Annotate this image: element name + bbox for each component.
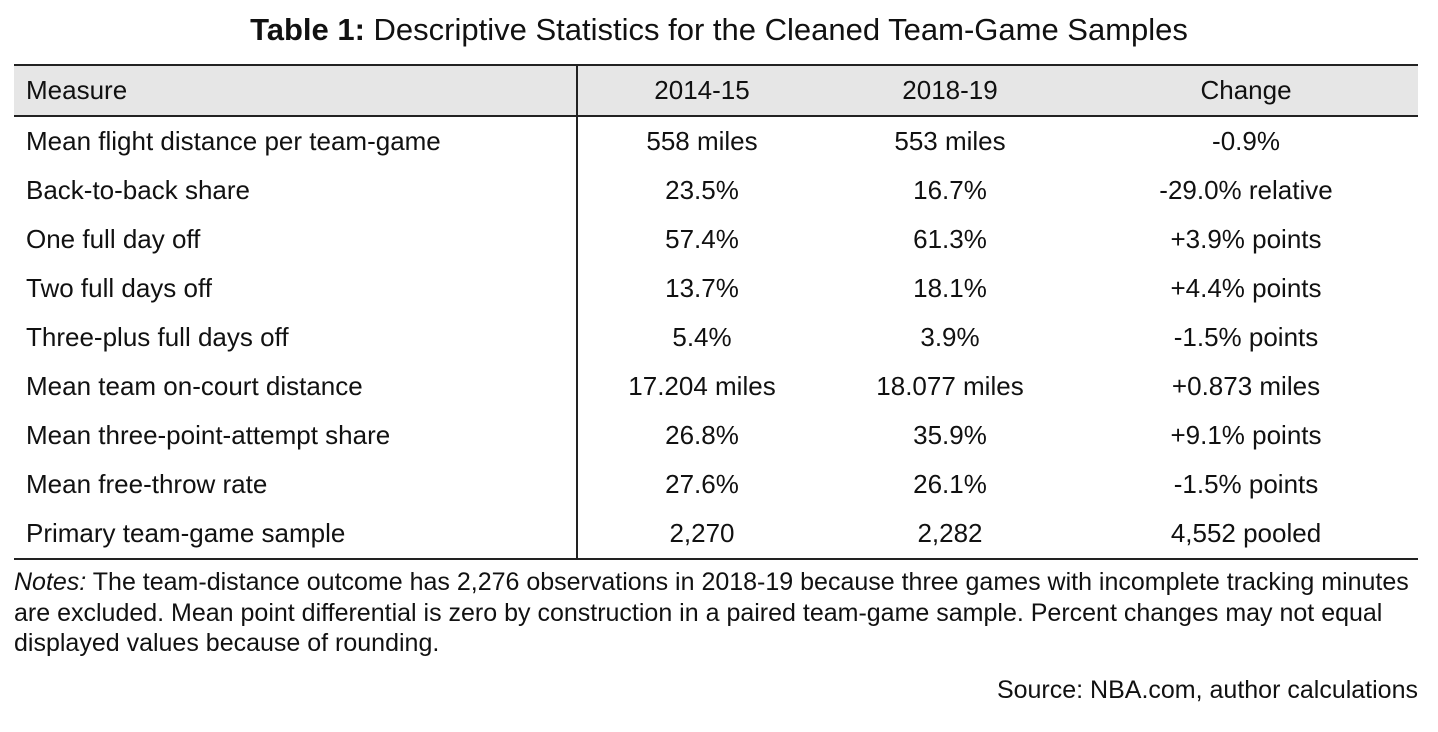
cell-2014-15: 5.4% bbox=[672, 322, 732, 352]
cell-change: +3.9% points bbox=[1170, 224, 1322, 254]
cell-change: -0.9% bbox=[1212, 126, 1280, 156]
table-title: Table 1: Descriptive Statistics for the … bbox=[0, 10, 1438, 50]
table-row: Two full days off 13.7% 18.1% +4.4% poin… bbox=[14, 264, 1418, 313]
cell-measure: One full day off bbox=[14, 215, 578, 264]
notes-label: Notes: bbox=[14, 568, 87, 596]
cell-2018-19: 35.9% bbox=[913, 420, 987, 450]
table-row: Primary team-game sample 2,270 2,282 4,5… bbox=[14, 509, 1418, 560]
table-row: Mean flight distance per team-game 558 m… bbox=[14, 116, 1418, 166]
table-row: Mean team on-court distance 17.204 miles… bbox=[14, 362, 1418, 411]
cell-change: -29.0% relative bbox=[1159, 175, 1333, 205]
table-row: One full day off 57.4% 61.3% +3.9% point… bbox=[14, 215, 1418, 264]
cell-2014-15: 2,270 bbox=[577, 509, 826, 560]
header-2014-15: 2014-15 bbox=[577, 64, 826, 117]
cell-measure: Back-to-back share bbox=[14, 166, 578, 215]
header-measure: Measure bbox=[14, 64, 578, 117]
cell-measure: Three-plus full days off bbox=[14, 313, 578, 362]
table-notes: Notes: The team-distance outcome has 2,2… bbox=[14, 567, 1418, 659]
cell-2018-19: 18.077 miles bbox=[876, 371, 1024, 401]
table-row: Mean three-point-attempt share 26.8% 35.… bbox=[14, 411, 1418, 460]
cell-change: +0.873 miles bbox=[1171, 371, 1321, 401]
cell-2018-19: 3.9% bbox=[920, 322, 980, 352]
cell-2014-15: 26.8% bbox=[665, 420, 739, 450]
cell-change: +9.1% points bbox=[1170, 420, 1322, 450]
table-row: Three-plus full days off 5.4% 3.9% -1.5%… bbox=[14, 313, 1418, 362]
cell-2018-19: 16.7% bbox=[913, 175, 987, 205]
cell-change: -1.5% points bbox=[1173, 322, 1319, 352]
cell-change: 4,552 pooled bbox=[1074, 509, 1418, 560]
cell-2018-19: 2,282 bbox=[826, 509, 1074, 560]
header-2018-19: 2018-19 bbox=[826, 64, 1074, 117]
cell-measure: Two full days off bbox=[14, 264, 578, 313]
cell-measure: Mean flight distance per team-game bbox=[14, 116, 578, 166]
table-title-text: Descriptive Statistics for the Cleaned T… bbox=[373, 12, 1188, 47]
cell-2018-19: 61.3% bbox=[913, 224, 987, 254]
notes-text: The team-distance outcome has 2,276 obse… bbox=[14, 568, 1409, 657]
cell-measure: Mean three-point-attempt share bbox=[14, 411, 578, 460]
cell-2014-15: 57.4% bbox=[665, 224, 739, 254]
source-line: Source: NBA.com, author calculations bbox=[996, 676, 1418, 704]
table-row: Back-to-back share 23.5% 16.7% -29.0% re… bbox=[14, 166, 1418, 215]
table-header-row: Measure 2014-15 2018-19 Change bbox=[14, 64, 1418, 117]
cell-2014-15: 13.7% bbox=[665, 273, 739, 303]
cell-2018-19: 18.1% bbox=[913, 273, 987, 303]
cell-2014-15: 558 miles bbox=[646, 126, 758, 156]
cell-2014-15: 27.6% bbox=[665, 469, 739, 499]
cell-2018-19: 553 miles bbox=[894, 126, 1006, 156]
cell-2018-19: 26.1% bbox=[913, 469, 987, 499]
cell-measure: Mean free-throw rate bbox=[14, 460, 578, 509]
cell-measure: Primary team-game sample bbox=[14, 509, 578, 560]
cell-change: +4.4% points bbox=[1170, 273, 1322, 303]
table-row: Mean free-throw rate 27.6% 26.1% -1.5% p… bbox=[14, 460, 1418, 509]
cell-2014-15: 23.5% bbox=[665, 175, 739, 205]
table-title-label: Table 1: bbox=[250, 12, 365, 47]
cell-measure: Mean team on-court distance bbox=[14, 362, 578, 411]
cell-change: -1.5% points bbox=[1173, 469, 1319, 499]
header-change: Change bbox=[1074, 64, 1418, 117]
descriptive-statistics-table: Measure 2014-15 2018-19 Change Mean flig… bbox=[14, 64, 1418, 560]
cell-2014-15: 17.204 miles bbox=[628, 371, 776, 401]
